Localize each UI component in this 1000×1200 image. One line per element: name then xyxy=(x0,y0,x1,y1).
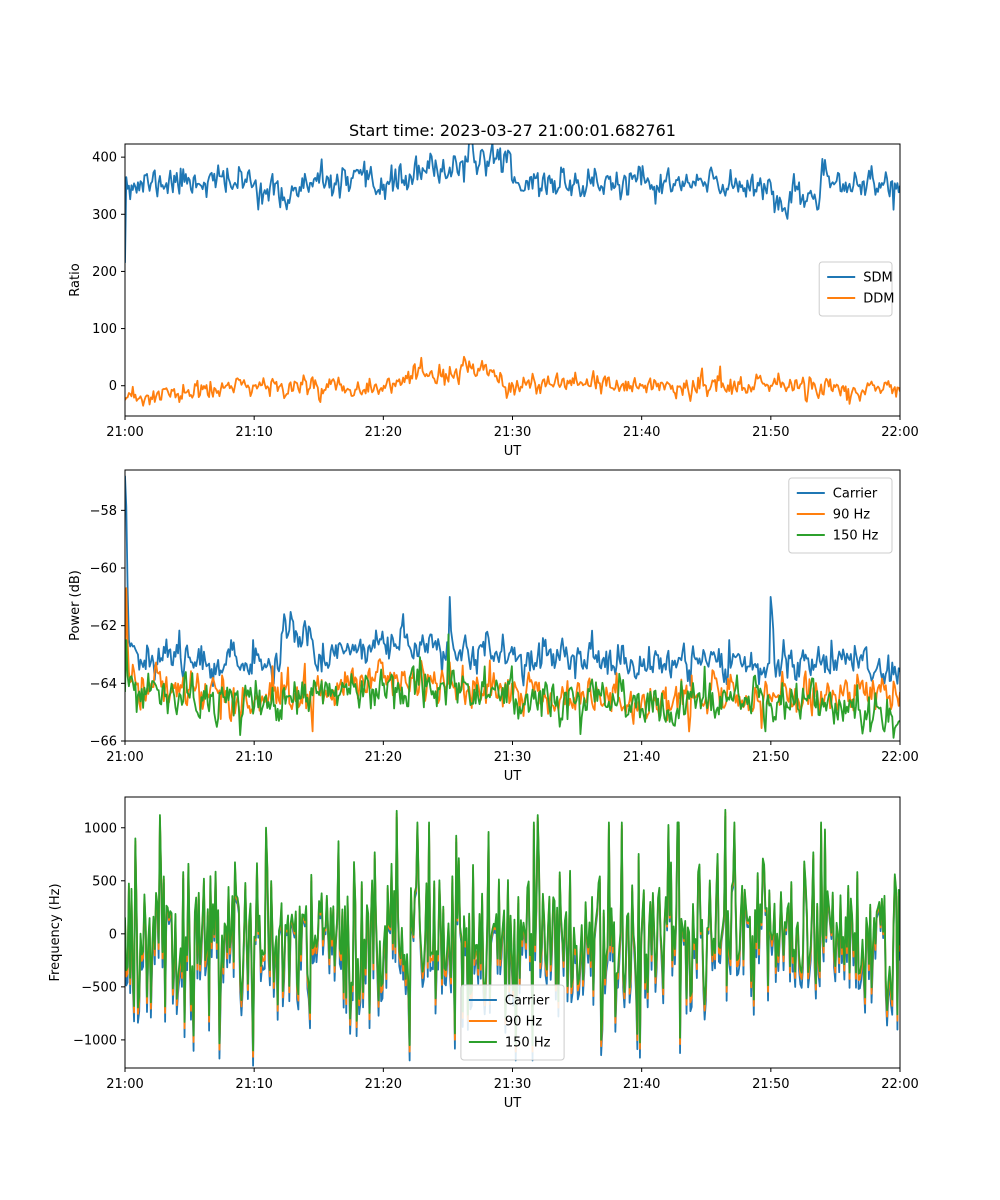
x-tick-label: 21:20 xyxy=(365,750,402,765)
legend-label: SDM xyxy=(863,271,892,286)
y-tick-label: −1000 xyxy=(73,1033,117,1048)
series-line-150-hz xyxy=(125,808,900,1052)
legend: Carrier 90 Hz 150 Hz xyxy=(460,984,565,1061)
x-tick-label: 21:20 xyxy=(365,425,402,440)
y-axis-label: Ratio xyxy=(68,263,83,296)
x-axis-label: UT xyxy=(504,1096,522,1111)
legend-box xyxy=(818,261,893,317)
y-tick-label: 0 xyxy=(109,379,117,394)
x-tick-label: 21:50 xyxy=(752,750,789,765)
y-axis-label: Frequency (Hz) xyxy=(48,883,63,981)
legend-label: 150 Hz xyxy=(833,529,879,544)
y-tick-label: −62 xyxy=(90,619,117,634)
x-tick-label: 21:50 xyxy=(752,425,789,440)
y-tick-label: 300 xyxy=(92,208,117,223)
y-tick-label: −58 xyxy=(90,504,117,519)
legend: SDM DDM xyxy=(818,261,894,317)
y-tick-label: 0 xyxy=(109,927,117,942)
y-tick-label: 400 xyxy=(92,151,117,166)
x-tick-label: 21:00 xyxy=(106,1077,143,1092)
x-tick-label: 21:40 xyxy=(623,425,660,440)
x-tick-label: 21:10 xyxy=(235,750,272,765)
legend-label: 150 Hz xyxy=(505,1036,551,1051)
x-axis-label: UT xyxy=(504,769,522,784)
legend-label: DDM xyxy=(863,292,894,307)
y-tick-label: 1000 xyxy=(84,821,117,836)
x-tick-label: 21:30 xyxy=(494,425,531,440)
series-line-sdm xyxy=(125,144,900,263)
legend-label: Carrier xyxy=(505,994,550,1009)
x-tick-label: 22:00 xyxy=(881,425,918,440)
y-tick-label: 500 xyxy=(92,874,117,889)
y-tick-label: −500 xyxy=(81,980,117,995)
frequency-panel: 21:00 21:10 21:20 21:30 21:40 21:50 22:00 −1000… xyxy=(48,796,919,1111)
series-line-150-hz xyxy=(125,633,900,739)
x-tick-label: 21:40 xyxy=(623,750,660,765)
y-axis-label: Power (dB) xyxy=(68,570,83,641)
figure-title: Start time: 2023-03-27 21:00:01.682761 xyxy=(349,121,676,140)
axes-frame xyxy=(124,143,901,417)
y-tick-label: 100 xyxy=(92,322,117,337)
y-tick-label: 200 xyxy=(92,265,117,280)
legend-label: 90 Hz xyxy=(833,508,870,523)
y-tick-label: −60 xyxy=(90,562,117,577)
x-tick-label: 21:00 xyxy=(106,425,143,440)
legend: Carrier 90 Hz 150 Hz xyxy=(788,477,893,554)
x-tick-label: 21:40 xyxy=(623,1077,660,1092)
x-tick-label: 21:10 xyxy=(235,1077,272,1092)
ratio-panel: 21:00 21:10 21:20 21:30 21:40 21:50 22:00 0 100 2… xyxy=(68,143,919,459)
x-tick-label: 21:00 xyxy=(106,750,143,765)
x-axis-label: UT xyxy=(504,444,522,459)
x-tick-label: 22:00 xyxy=(881,750,918,765)
legend-label: 90 Hz xyxy=(505,1015,542,1030)
y-tick-label: −64 xyxy=(90,677,117,692)
x-tick-label: 21:10 xyxy=(235,425,272,440)
x-tick-label: 22:00 xyxy=(881,1077,918,1092)
series-line-carrier xyxy=(125,475,900,688)
series-line-ddm xyxy=(125,355,900,407)
series-lines xyxy=(125,144,900,407)
x-tick-label: 21:30 xyxy=(494,1077,531,1092)
series-lines xyxy=(125,475,900,739)
legend-label: Carrier xyxy=(833,487,878,502)
y-tick-label: −66 xyxy=(90,735,117,750)
x-tick-label: 21:30 xyxy=(494,750,531,765)
x-tick-label: 21:50 xyxy=(752,1077,789,1092)
power-panel: 21:00 21:10 21:20 21:30 21:40 21:50 22:00 −66 −6… xyxy=(68,469,919,784)
x-tick-label: 21:20 xyxy=(365,1077,402,1092)
